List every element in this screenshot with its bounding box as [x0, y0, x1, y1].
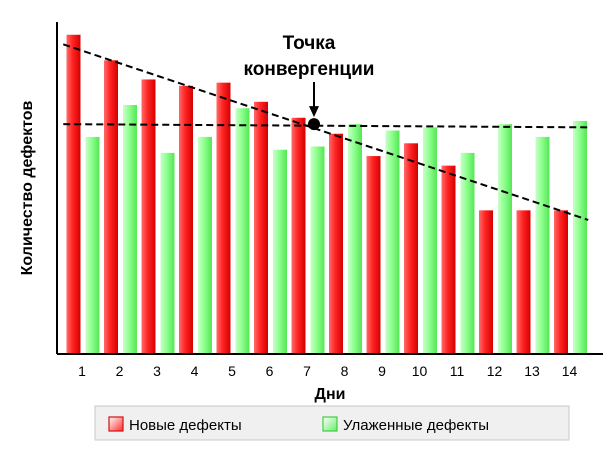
convergence-annotation: Точка конвергенции	[244, 33, 375, 131]
bar-new-defects-day-1	[66, 34, 81, 355]
annotation-line-2: конвергенции	[244, 59, 375, 80]
convergence-point	[308, 118, 320, 131]
bar-resolved-defects-day-10	[423, 127, 437, 354]
bars-layer	[66, 34, 587, 355]
trend-line-new-defects	[62, 43, 589, 221]
legend-label-new-defects: Новые дефекты	[129, 417, 242, 434]
x-tick-label: 9	[378, 363, 386, 379]
x-tick-label: 7	[303, 363, 311, 379]
x-tick-label: 11	[450, 363, 465, 379]
bar-resolved-defects-day-13	[535, 136, 550, 354]
bar-new-defects-day-3	[141, 79, 156, 354]
bar-new-defects-day-6	[254, 101, 268, 354]
bar-new-defects-day-10	[404, 143, 418, 354]
x-tick-label: 10	[412, 363, 428, 379]
bar-resolved-defects-day-8	[348, 124, 362, 355]
bar-new-defects-day-2	[104, 60, 118, 355]
bar-resolved-defects-day-14	[573, 120, 587, 354]
x-tick-label: 1	[78, 363, 86, 379]
x-tick-label: 13	[524, 363, 540, 379]
bar-resolved-defects-day-5	[235, 108, 250, 354]
bar-resolved-defects-day-1	[85, 136, 100, 354]
x-tick-label: 6	[266, 363, 274, 379]
x-tick-label: 12	[487, 363, 503, 379]
legend-swatch-resolved-defects	[322, 416, 338, 432]
bar-new-defects-day-12	[479, 210, 493, 354]
x-tick-label: 5	[228, 363, 236, 379]
bar-resolved-defects-day-6	[273, 149, 287, 354]
x-tick-labels: 1 2 3 4 5 6 7 8 9 10 11 12 13 14	[78, 363, 577, 379]
legend-label-resolved-defects: Улаженные дефекты	[343, 417, 489, 434]
bar-new-defects-day-5	[216, 82, 231, 355]
trend-lines-layer	[62, 43, 589, 221]
legend-swatch-new-defects	[108, 416, 124, 432]
bar-new-defects-day-4	[179, 85, 193, 354]
bar-resolved-defects-day-9	[385, 130, 400, 354]
bar-resolved-defects-day-3	[160, 152, 175, 354]
x-tick-label: 3	[153, 363, 161, 379]
y-axis-title: Количество дефектов	[19, 101, 36, 276]
bar-new-defects-day-11	[441, 165, 456, 354]
bar-new-defects-day-14	[554, 210, 568, 354]
bar-resolved-defects-day-11	[460, 152, 475, 354]
x-tick-label: 14	[562, 363, 578, 379]
x-axis-title: Дни	[315, 386, 346, 403]
bar-resolved-defects-day-2	[123, 105, 137, 354]
bar-new-defects-day-13	[516, 210, 531, 354]
legend: Новые дефекты Улаженные дефекты	[94, 405, 570, 441]
bar-resolved-defects-day-4	[198, 136, 212, 354]
bar-new-defects-day-7	[291, 117, 306, 355]
annotation-line-1: Точка	[283, 33, 336, 54]
x-tick-label: 8	[341, 363, 349, 379]
bar-resolved-defects-day-7	[310, 146, 325, 354]
bar-new-defects-day-9	[366, 156, 381, 354]
x-tick-label: 4	[191, 363, 199, 379]
x-tick-label: 2	[116, 363, 124, 379]
annotation-arrowhead	[309, 106, 319, 118]
bar-new-defects-day-8	[329, 133, 343, 354]
bar-resolved-defects-day-12	[498, 124, 512, 355]
